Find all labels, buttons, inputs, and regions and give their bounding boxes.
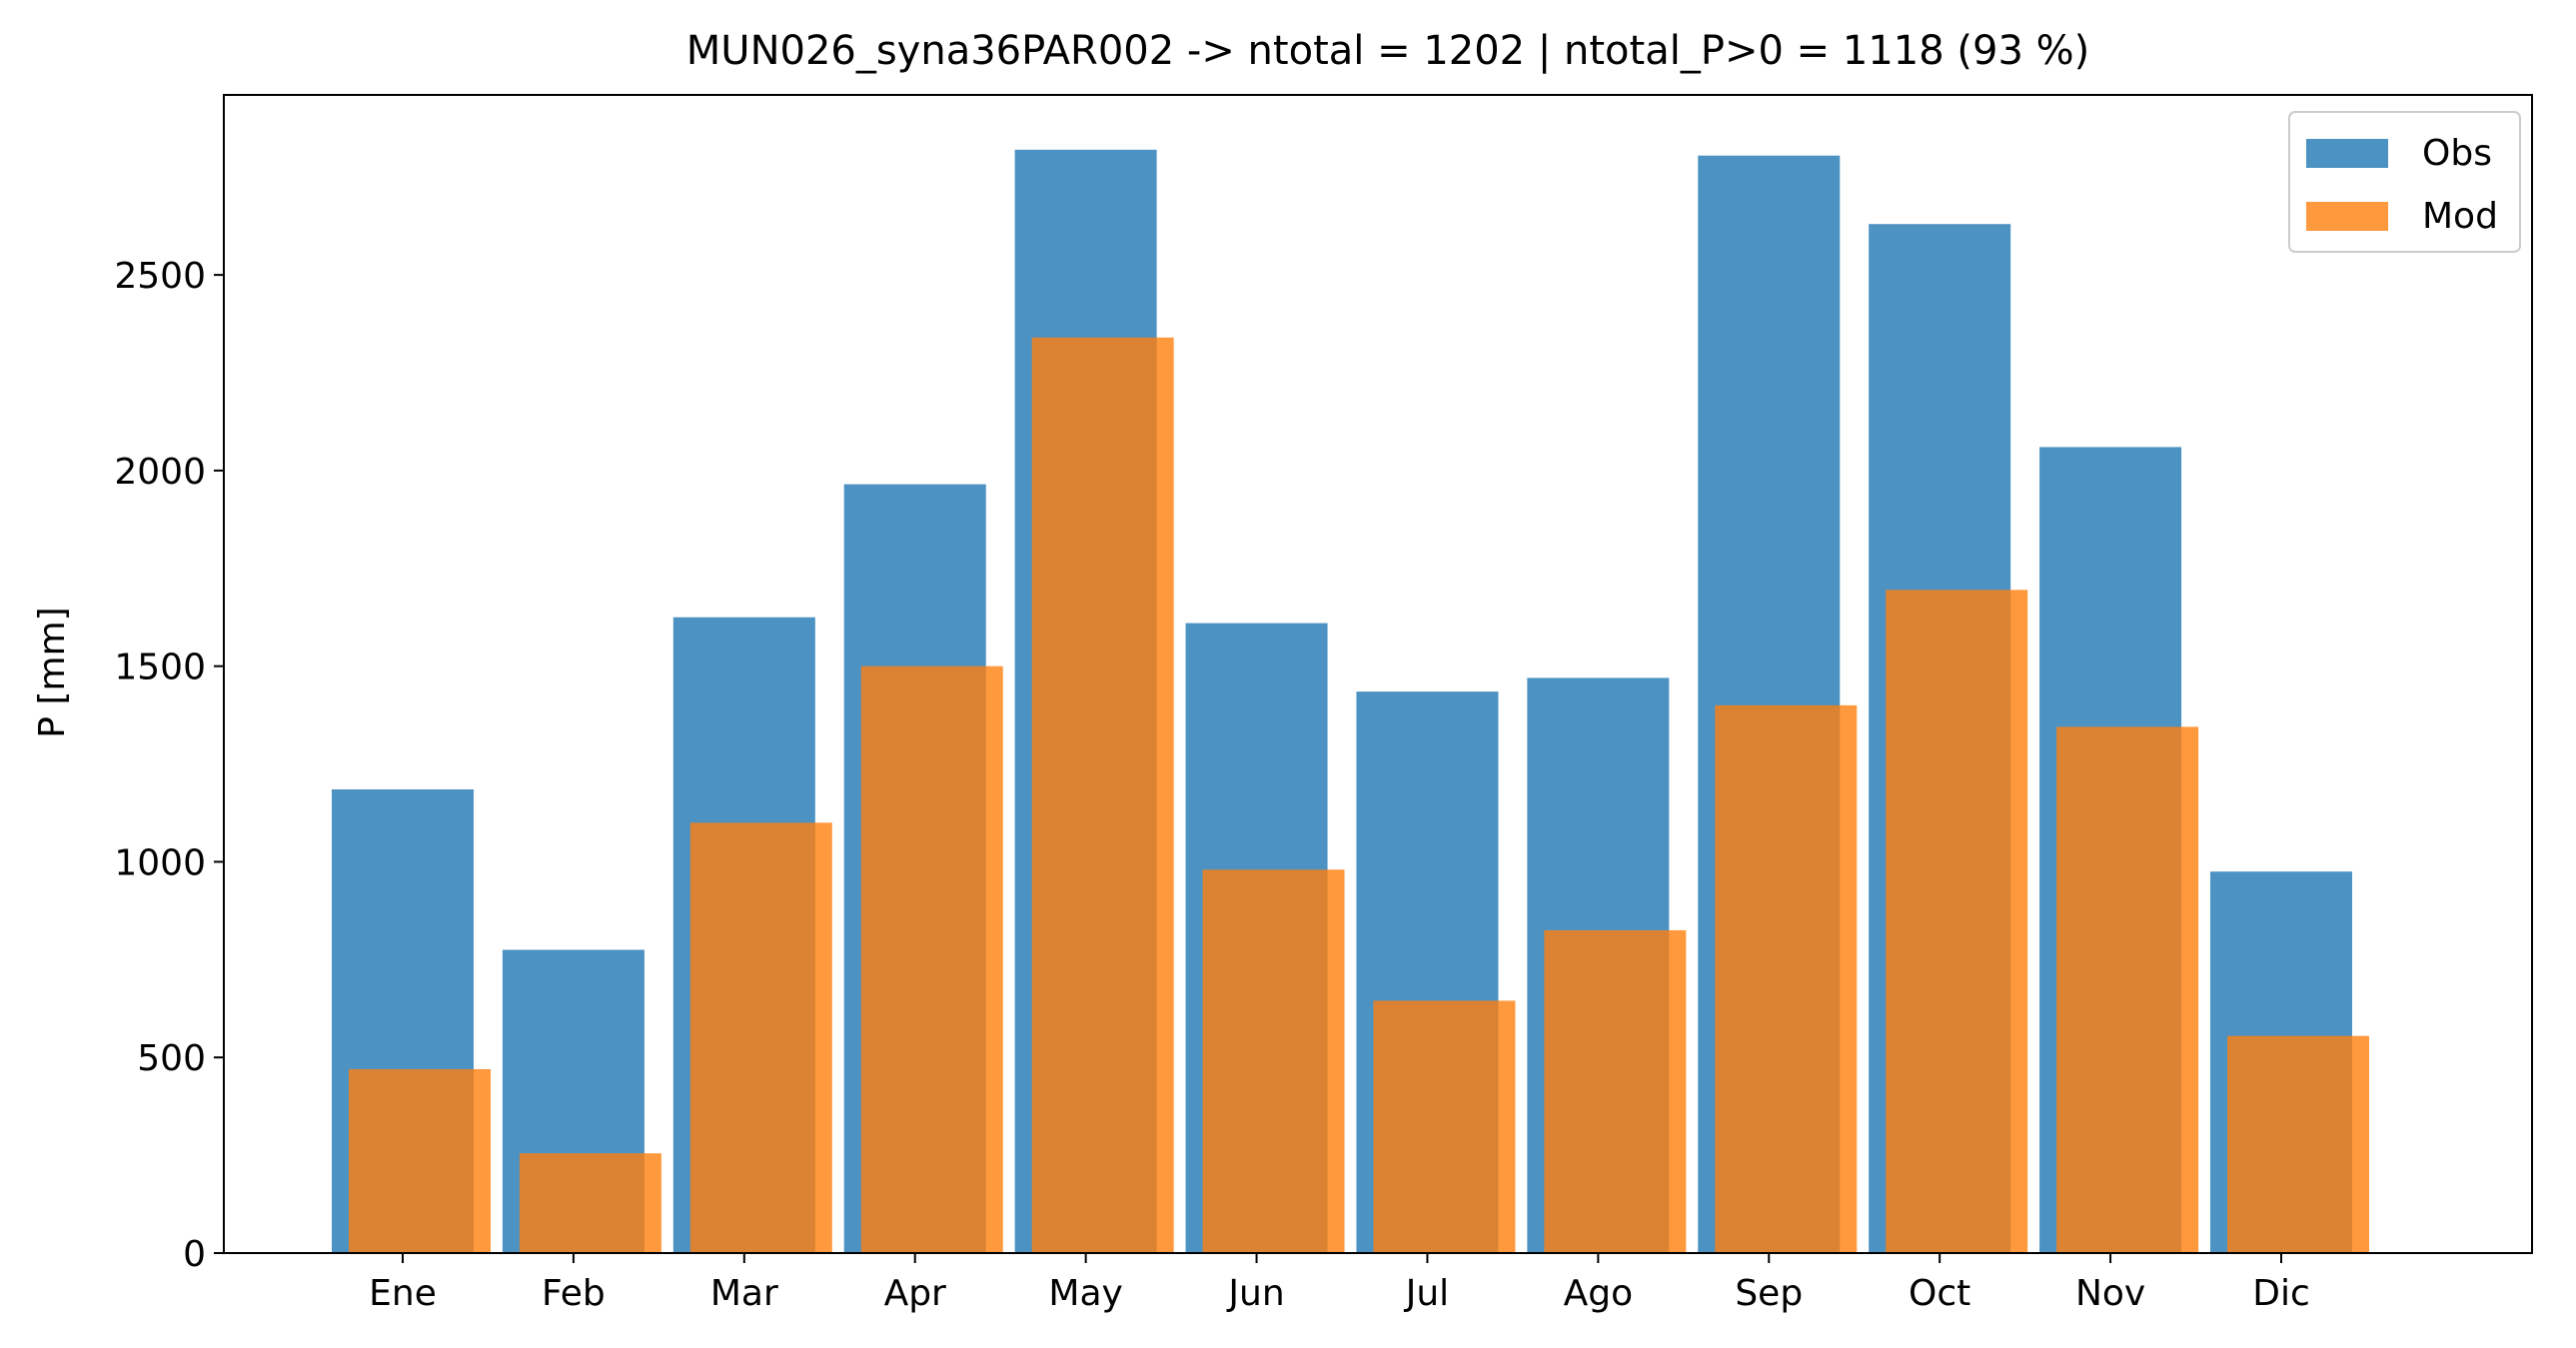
bar-mod-mar xyxy=(689,822,832,1253)
axes-group: 0 500 1000 1500 2000 2500 Ene Feb Mar Apr May Jun Ju… xyxy=(114,94,2533,1314)
bar-mod-may xyxy=(1031,337,1174,1253)
bar-mod-sep xyxy=(1715,704,1858,1253)
x-tick-label: Jun xyxy=(1226,1273,1284,1314)
bar-mod-dic xyxy=(2227,1035,2369,1253)
y-tick-label: 1500 xyxy=(114,648,206,688)
y-axis-label: P [mm] xyxy=(32,607,73,737)
chart-title: MUN026_syna36PAR002 -> ntotal = 1202 | n… xyxy=(686,28,2089,74)
y-tick-label: 2000 xyxy=(114,452,206,493)
x-tick-label: Jul xyxy=(1404,1273,1449,1314)
x-tick-label: Dic xyxy=(2252,1273,2310,1314)
legend-label-mod: Mod xyxy=(2422,196,2498,237)
x-tick-label: Ago xyxy=(1564,1273,1634,1314)
bar-mod-ago xyxy=(1544,929,1687,1253)
y-tick-label: 2500 xyxy=(114,256,206,297)
x-tick-label: Apr xyxy=(884,1273,946,1314)
bar-mod-ene xyxy=(349,1068,491,1253)
x-tick-label: May xyxy=(1048,1273,1122,1314)
bar-mod-jul xyxy=(1373,1000,1516,1253)
legend-label-obs: Obs xyxy=(2422,133,2492,174)
y-tick-label: 500 xyxy=(137,1038,206,1079)
x-tick-label: Nov xyxy=(2075,1273,2145,1314)
plot-frame xyxy=(223,94,2533,1254)
x-tick-label: Ene xyxy=(369,1273,437,1314)
x-tick-label: Sep xyxy=(1735,1273,1803,1314)
y-tick-label: 1000 xyxy=(114,842,206,883)
legend-swatch-mod xyxy=(2306,202,2388,231)
bars-group xyxy=(332,149,2369,1253)
legend: Obs Mod xyxy=(2288,111,2521,253)
x-tick-label: Mar xyxy=(710,1273,778,1314)
bar-mod-nov xyxy=(2056,726,2199,1253)
bar-mod-jun xyxy=(1202,869,1345,1253)
bar-mod-apr xyxy=(860,666,1003,1253)
x-tick-label: Feb xyxy=(542,1273,606,1314)
bar-mod-feb xyxy=(519,1153,661,1253)
bar-mod-oct xyxy=(1886,590,2028,1253)
y-tick-label: 0 xyxy=(183,1234,206,1275)
legend-swatch-obs xyxy=(2306,139,2388,168)
x-tick-label: Oct xyxy=(1909,1273,1970,1314)
